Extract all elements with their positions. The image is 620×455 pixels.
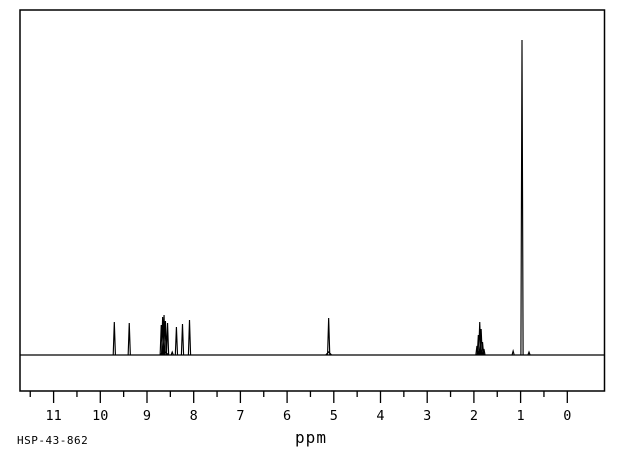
x-axis-ticks bbox=[29, 391, 568, 403]
x-tick-label: 1 bbox=[517, 408, 525, 424]
x-tick-label: 2 bbox=[470, 408, 478, 424]
spectrum-trace bbox=[20, 39, 605, 356]
x-tick-label: 3 bbox=[423, 408, 431, 424]
x-tick-label: 8 bbox=[190, 408, 198, 424]
x-tick-label: 9 bbox=[143, 408, 151, 424]
x-axis-tick-labels: 11 10 9 8 7 6 5 4 3 2 1 0 bbox=[45, 408, 571, 424]
x-tick-label: 11 bbox=[45, 408, 61, 424]
sample-id-label: HSP-43-862 bbox=[17, 434, 89, 447]
x-tick-label: 6 bbox=[283, 408, 291, 424]
x-tick-label: 7 bbox=[236, 408, 244, 424]
x-axis-unit-label: ppm bbox=[295, 428, 327, 447]
x-tick-label: 10 bbox=[92, 408, 108, 424]
plot-border bbox=[19, 9, 606, 392]
x-tick-label: 4 bbox=[376, 408, 384, 424]
x-tick-label: 0 bbox=[563, 408, 571, 424]
x-tick-label: 5 bbox=[330, 408, 338, 424]
